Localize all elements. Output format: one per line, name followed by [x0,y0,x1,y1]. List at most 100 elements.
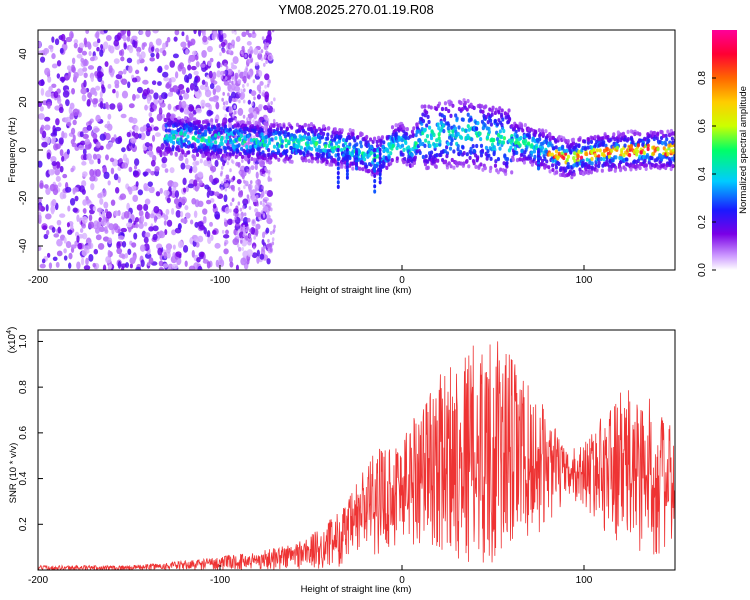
spectrogram-cell [252,30,255,35]
spectrogram-cell [244,228,247,233]
spectrogram-cell [100,80,105,86]
spectrogram-cell [363,157,367,162]
spectrogram-cell [203,159,209,167]
spectrogram-cell [46,252,51,258]
spectrogram-cell [515,134,519,139]
spectrogram-cell [486,149,490,154]
spectrogram-cell [245,180,249,185]
y-tick-label: 0.8 [18,380,29,394]
spectrogram-cell [263,153,267,158]
spectrogram-cell [271,241,275,246]
spectrogram-cell [263,124,267,129]
spectrogram-cell [530,150,534,155]
spectrogram-cell [155,38,162,46]
spectrogram-cell [451,133,455,138]
spectrogram-cell [505,161,509,166]
spectrogram-cell [134,69,140,75]
spectrogram-cell [51,161,57,167]
spectrogram-cell [109,157,115,163]
spectrogram-cell [435,142,439,148]
spectrogram-cell [494,159,498,164]
spectrogram-cell [200,99,206,107]
spectrogram-cell [179,107,184,113]
spectrogram-cell [86,153,93,161]
spectrogram-cell [197,134,201,139]
spectrogram-cell [113,173,119,181]
spectrogram-cell [226,161,230,166]
spectrogram-cell [233,85,241,92]
spectrogram-cell [247,33,253,38]
spectrogram-cell [425,110,429,115]
spectrogram-cell [233,105,237,110]
spectrogram-cell [646,146,650,152]
spectrogram-cell [266,42,270,47]
spectrogram-cell [149,213,155,219]
spectrogram-cell [51,36,55,43]
spectrogram-noise [38,30,276,270]
spectrogram-cell [228,137,233,143]
spectrogram-cell [225,76,228,81]
spectrogram-cell [44,124,51,131]
spectrogram-cell [671,140,675,145]
spectrogram-cell [223,149,227,154]
spectrogram-cell [444,106,448,112]
spectrogram-cell [355,142,359,147]
spectrogram-cell [163,189,170,197]
spectrogram-cell [85,41,92,48]
spectrogram-cell [449,141,453,147]
spectrogram-cell [256,202,259,207]
spectrogram-cell [163,76,170,82]
spectrogram-cell [317,145,321,150]
spectrogram-cell [250,156,254,162]
spectrogram-cell [455,116,459,121]
y-tick-label: 1.0 [18,334,29,348]
spectrogram-cell [136,59,141,65]
spectrogram-cell [167,263,174,270]
spectrogram-cell [452,149,456,154]
spectrogram-cell [345,137,349,143]
spectrogram-cell [195,152,200,157]
spectrogram-cell [195,160,200,166]
spectrogram-cell [302,152,306,157]
spectrogram-cell [239,169,246,178]
spectrogram-cell [242,88,246,93]
spectrogram-cell [48,44,54,50]
spectrogram-cell [248,68,254,77]
spectrogram-cell [610,148,614,153]
spectrogram-cell [220,30,223,35]
spectrogram-cell [225,135,229,140]
spectrogram-cell [190,116,194,121]
spectrogram-cell [133,232,138,240]
spectrogram-cell [67,205,71,212]
spectrogram-cell [407,145,411,150]
spectrogram-cell [340,164,344,169]
spectrogram-cell [92,262,96,268]
spectrogram-cell [263,55,266,60]
spectrogram-cell [518,157,522,162]
spectrogram-cell [230,91,237,99]
spectrogram-cell [148,89,154,95]
spectrogram-cell [255,171,259,179]
spectrogram-cell [63,237,67,244]
spectrogram-cell [263,62,266,67]
spectrogram-cell [233,123,237,128]
spectrogram-cell [285,149,289,154]
spectrogram-cell [90,183,95,191]
spectrogram-cell [214,191,220,197]
spectrogram-cell [243,185,246,190]
spectrogram-cell [466,99,470,104]
spectrogram-cell [161,156,168,164]
spectrogram-cell [311,137,315,142]
spectrogram-cell [428,143,432,148]
spectrogram-cell [502,128,506,134]
spectrogram-cell [80,87,87,95]
spectrogram-cell [229,256,233,263]
spectrogram-cell [551,167,555,173]
spectrogram-cell [237,191,244,198]
spectrogram-cell [200,126,204,131]
spectrogram-cell [44,116,51,122]
spectrogram-cell [481,167,485,172]
spectrogram-cell [433,164,438,169]
spectrogram-cell [385,148,390,153]
